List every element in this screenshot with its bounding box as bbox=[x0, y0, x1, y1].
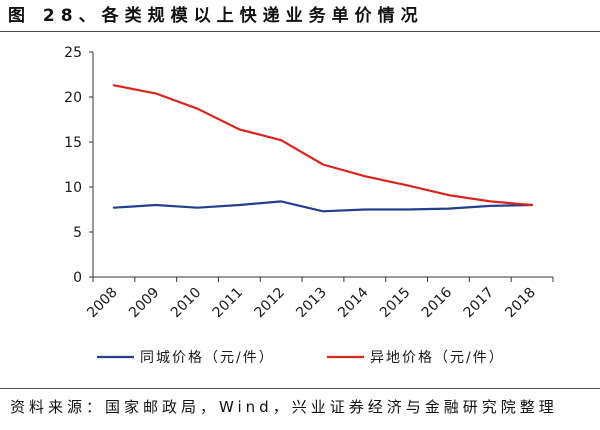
inter-city-price-data-point bbox=[363, 174, 367, 178]
title-divider bbox=[0, 31, 600, 32]
y-tick-label: 5 bbox=[73, 225, 82, 241]
inter-city-price-line bbox=[112, 84, 534, 207]
x-tick-label: 2010 bbox=[168, 285, 205, 322]
x-tick-label: 2008 bbox=[84, 285, 121, 322]
inter-city-price-data-point bbox=[154, 91, 158, 95]
y-tick-label: 10 bbox=[64, 180, 82, 196]
same-city-price-data-point bbox=[446, 207, 450, 211]
inter-city-price-data-point bbox=[279, 138, 283, 142]
x-tick-label: 2009 bbox=[126, 285, 163, 322]
y-tick-label: 0 bbox=[73, 270, 82, 286]
same-city-price-data-point bbox=[196, 206, 200, 210]
x-tick-label: 2013 bbox=[293, 285, 330, 322]
legend: 同城价格（元/件） 异地价格（元/件） bbox=[97, 350, 505, 366]
same-city-price-data-point bbox=[363, 208, 367, 212]
same-city-price-line bbox=[112, 200, 534, 213]
source-divider bbox=[0, 388, 600, 389]
x-tick-label: 2016 bbox=[419, 284, 456, 321]
x-tick-label: 2014 bbox=[335, 284, 372, 321]
plot-series bbox=[112, 83, 534, 213]
x-tick-label: 2018 bbox=[502, 285, 539, 322]
figure-title: 图 28、各类规模以上快递业务单价情况 bbox=[8, 6, 424, 26]
axes bbox=[92, 52, 553, 278]
same-city-price-data-point bbox=[321, 209, 325, 213]
inter-city-price-data-point bbox=[112, 83, 116, 87]
legend-item-same-city: 同城价格（元/件） bbox=[97, 350, 275, 366]
inter-city-price-data-point bbox=[196, 107, 200, 111]
x-tick-label: 2017 bbox=[461, 285, 498, 322]
inter-city-price-data-point bbox=[321, 163, 325, 167]
y-tick-label: 25 bbox=[64, 45, 82, 61]
legend-label-same-city: 同城价格（元/件） bbox=[140, 350, 275, 366]
y-tick-label: 15 bbox=[64, 135, 82, 151]
x-tick-label: 2012 bbox=[251, 285, 288, 322]
y-tick-label: 20 bbox=[64, 90, 82, 106]
same-city-price-data-point bbox=[279, 199, 283, 203]
same-city-price-data-point bbox=[112, 206, 116, 210]
same-city-price-data-point bbox=[154, 203, 158, 207]
inter-city-price-data-point bbox=[488, 199, 492, 203]
y-axis-ticks: 0 5 10 15 20 25 bbox=[64, 45, 93, 286]
inter-city-price-data-point bbox=[405, 183, 409, 187]
same-city-price-data-point bbox=[237, 203, 241, 207]
legend-label-inter-city: 异地价格（元/件） bbox=[370, 350, 505, 366]
inter-city-price-data-point bbox=[446, 193, 450, 197]
x-axis-ticks: 2008 2009 2010 2011 2012 2013 2014 2015 2016 2017… bbox=[84, 277, 554, 322]
source-note: 资料来源：国家邮政局，Wind，兴业证券经济与金融研究院整理 bbox=[10, 398, 558, 416]
legend-item-inter-city: 异地价格（元/件） bbox=[327, 350, 505, 366]
x-tick-label: 2011 bbox=[210, 285, 247, 322]
x-tick-label: 2015 bbox=[377, 285, 414, 322]
same-city-price-data-point bbox=[488, 204, 492, 208]
inter-city-price-data-point bbox=[237, 127, 241, 131]
same-city-price-data-point bbox=[405, 208, 409, 212]
inter-city-price-data-point bbox=[530, 203, 534, 207]
